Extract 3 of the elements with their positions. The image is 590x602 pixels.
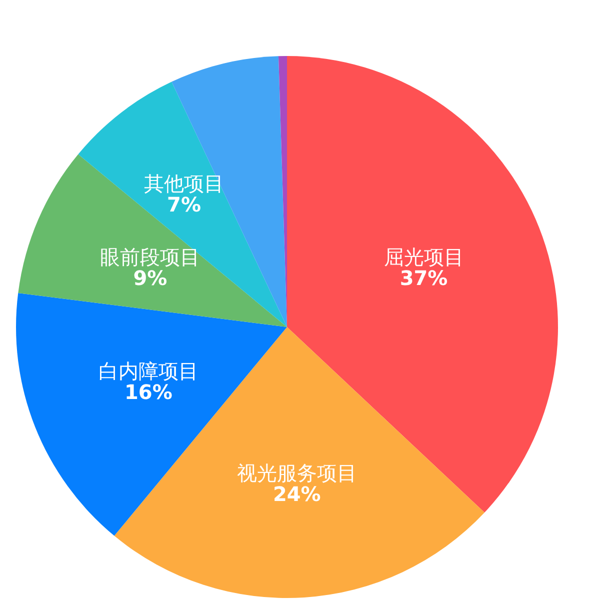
pie-slice (18, 154, 287, 327)
pie-slice (78, 82, 287, 327)
pie-slice (114, 327, 485, 598)
